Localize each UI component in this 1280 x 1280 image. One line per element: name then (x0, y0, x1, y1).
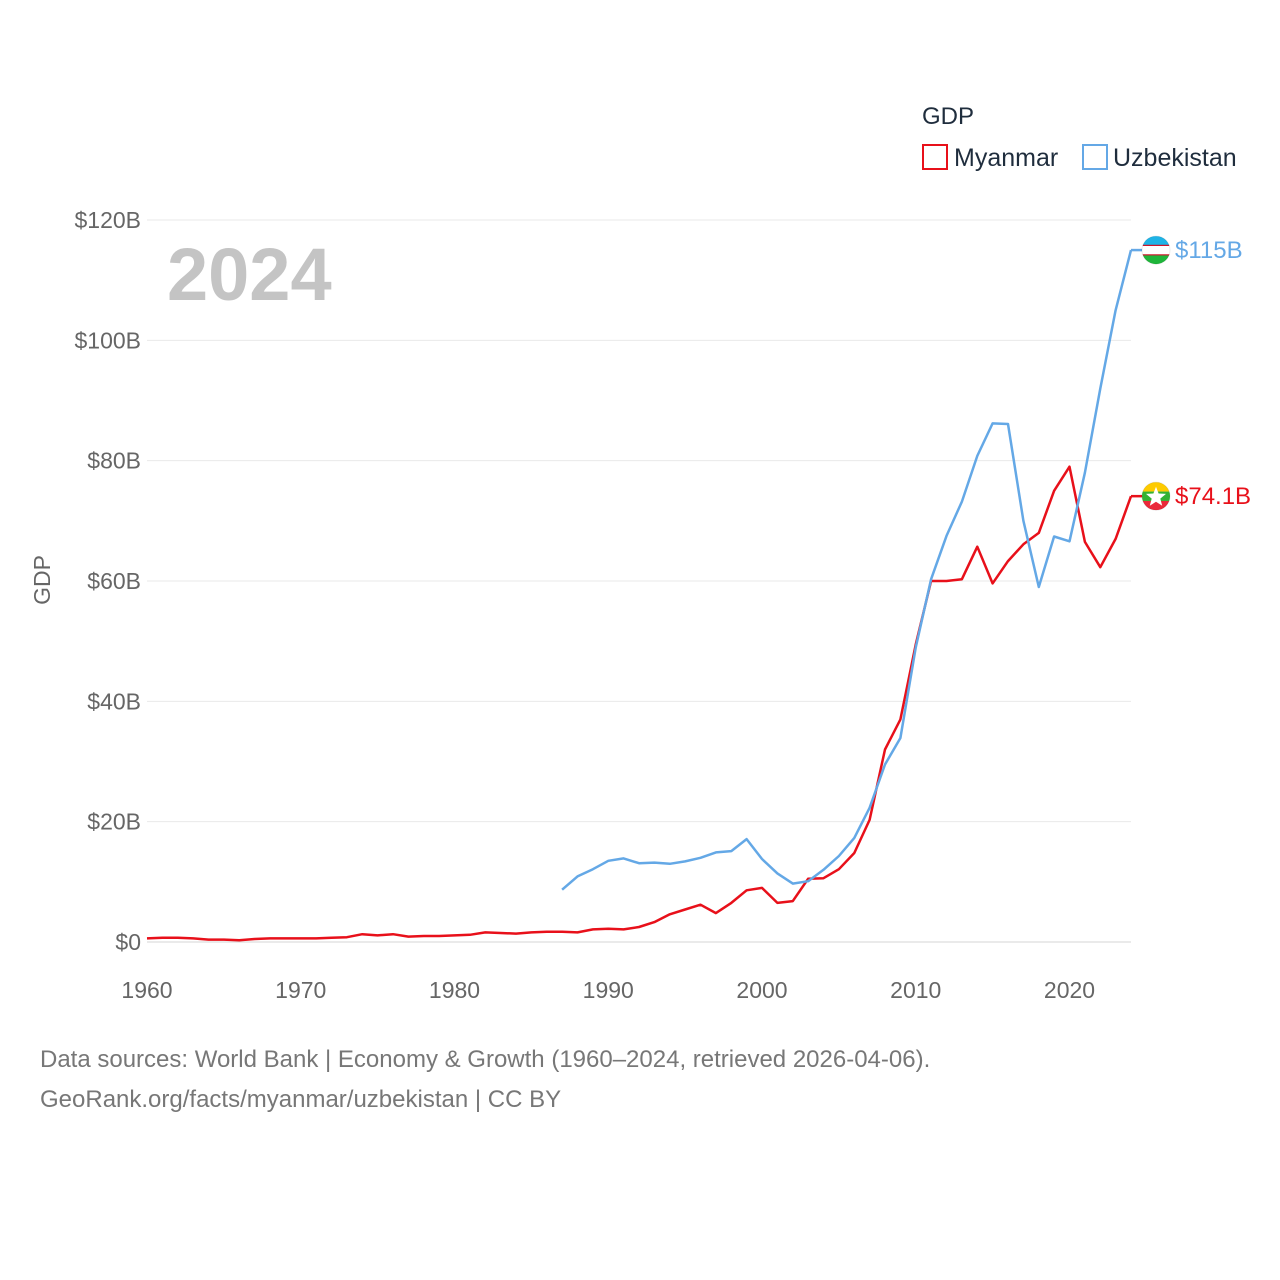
x-tick-label: 1970 (275, 977, 326, 1003)
footer-sources: Data sources: World Bank | Economy & Gro… (40, 1040, 1240, 1120)
y-axis-title: GDP (29, 555, 55, 605)
y-tick-label: $120B (74, 207, 141, 233)
end-value-label-myanmar: $74.1B (1175, 483, 1251, 510)
end-value-label-uzbekistan: $115B (1175, 237, 1243, 264)
series-line-myanmar (146, 465, 1133, 942)
series-endpoints: $74.1B $115B (1131, 235, 1251, 511)
uzbekistan-flag-icon (1141, 235, 1171, 265)
legend-item-uzbekistan[interactable]: Uzbekistan (1082, 144, 1237, 172)
x-tick-label: 2000 (736, 977, 787, 1003)
legend-swatch-uzbekistan (1082, 144, 1108, 170)
y-tick-label: $40B (87, 688, 141, 714)
legend-item-myanmar[interactable]: Myanmar (922, 144, 1058, 172)
legend-title: GDP (922, 103, 974, 130)
x-tick-label: 2020 (1044, 977, 1095, 1003)
x-axis-ticks: 1960 1970 1980 1990 2000 2010 2020 (121, 977, 1095, 1003)
y-tick-label: $20B (87, 809, 141, 835)
legend-label-myanmar: Myanmar (954, 144, 1058, 172)
x-tick-label: 1960 (121, 977, 172, 1003)
x-tick-label: 2010 (890, 977, 941, 1003)
y-tick-label: $100B (74, 327, 141, 353)
footer-line-url: GeoRank.org/facts/myanmar/uzbekistan | C… (40, 1086, 562, 1113)
x-tick-label: 1980 (429, 977, 480, 1003)
x-tick-label: 1990 (583, 977, 634, 1003)
legend-label-uzbekistan: Uzbekistan (1113, 144, 1237, 172)
legend: GDP Myanmar Uzbekistan (922, 103, 1237, 172)
y-tick-label: $0 (115, 929, 141, 955)
grid-lines (147, 219, 1131, 943)
series-line-uzbekistan (561, 249, 1133, 891)
footer-line-sources: Data sources: World Bank | Economy & Gro… (40, 1046, 931, 1073)
y-tick-label: $80B (87, 448, 141, 474)
year-watermark: 2024 (167, 233, 332, 316)
myanmar-flag-icon (1141, 481, 1171, 511)
series-lines (146, 249, 1133, 942)
y-axis-ticks: $0 $20B $40B $60B $80B $100B $120B (74, 207, 141, 955)
legend-swatch-myanmar (922, 144, 948, 170)
y-tick-label: $60B (87, 568, 141, 594)
